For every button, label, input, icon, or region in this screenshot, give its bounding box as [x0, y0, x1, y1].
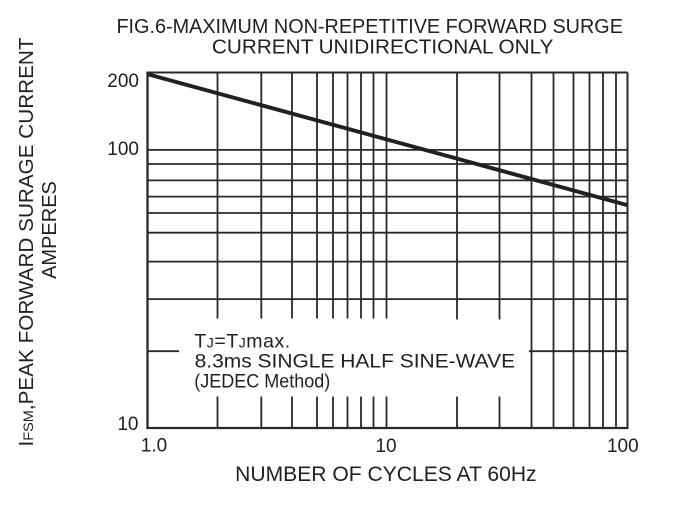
svg-text:10: 10	[117, 414, 138, 435]
svg-text:100: 100	[107, 139, 139, 160]
svg-text:FIG.6-MAXIMUM NON-REPETITIVE F: FIG.6-MAXIMUM NON-REPETITIVE FORWARD SUR…	[116, 16, 623, 38]
svg-text:IFSM,PEAK FORWARD SURAGE CURRE: IFSM,PEAK FORWARD SURAGE CURRENT	[16, 38, 38, 447]
svg-text:AMPERES: AMPERES	[39, 181, 61, 279]
svg-text:NUMBER OF CYCLES AT 60Hz: NUMBER OF CYCLES AT 60Hz	[235, 463, 536, 486]
svg-text:CURRENT UNIDIRECTIONAL ONLY: CURRENT UNIDIRECTIONAL ONLY	[212, 36, 554, 58]
svg-text:200: 200	[107, 71, 139, 92]
svg-text:1.0: 1.0	[141, 436, 167, 457]
svg-text:8.3ms SINGLE HALF SINE-WAVE: 8.3ms SINGLE HALF SINE-WAVE	[195, 350, 515, 372]
svg-text:(JEDEC Method): (JEDEC Method)	[194, 370, 330, 392]
svg-text:100: 100	[607, 436, 639, 457]
svg-text:TJ=TJmax.: TJ=TJmax.	[194, 330, 290, 352]
svg-text:10: 10	[375, 436, 396, 457]
